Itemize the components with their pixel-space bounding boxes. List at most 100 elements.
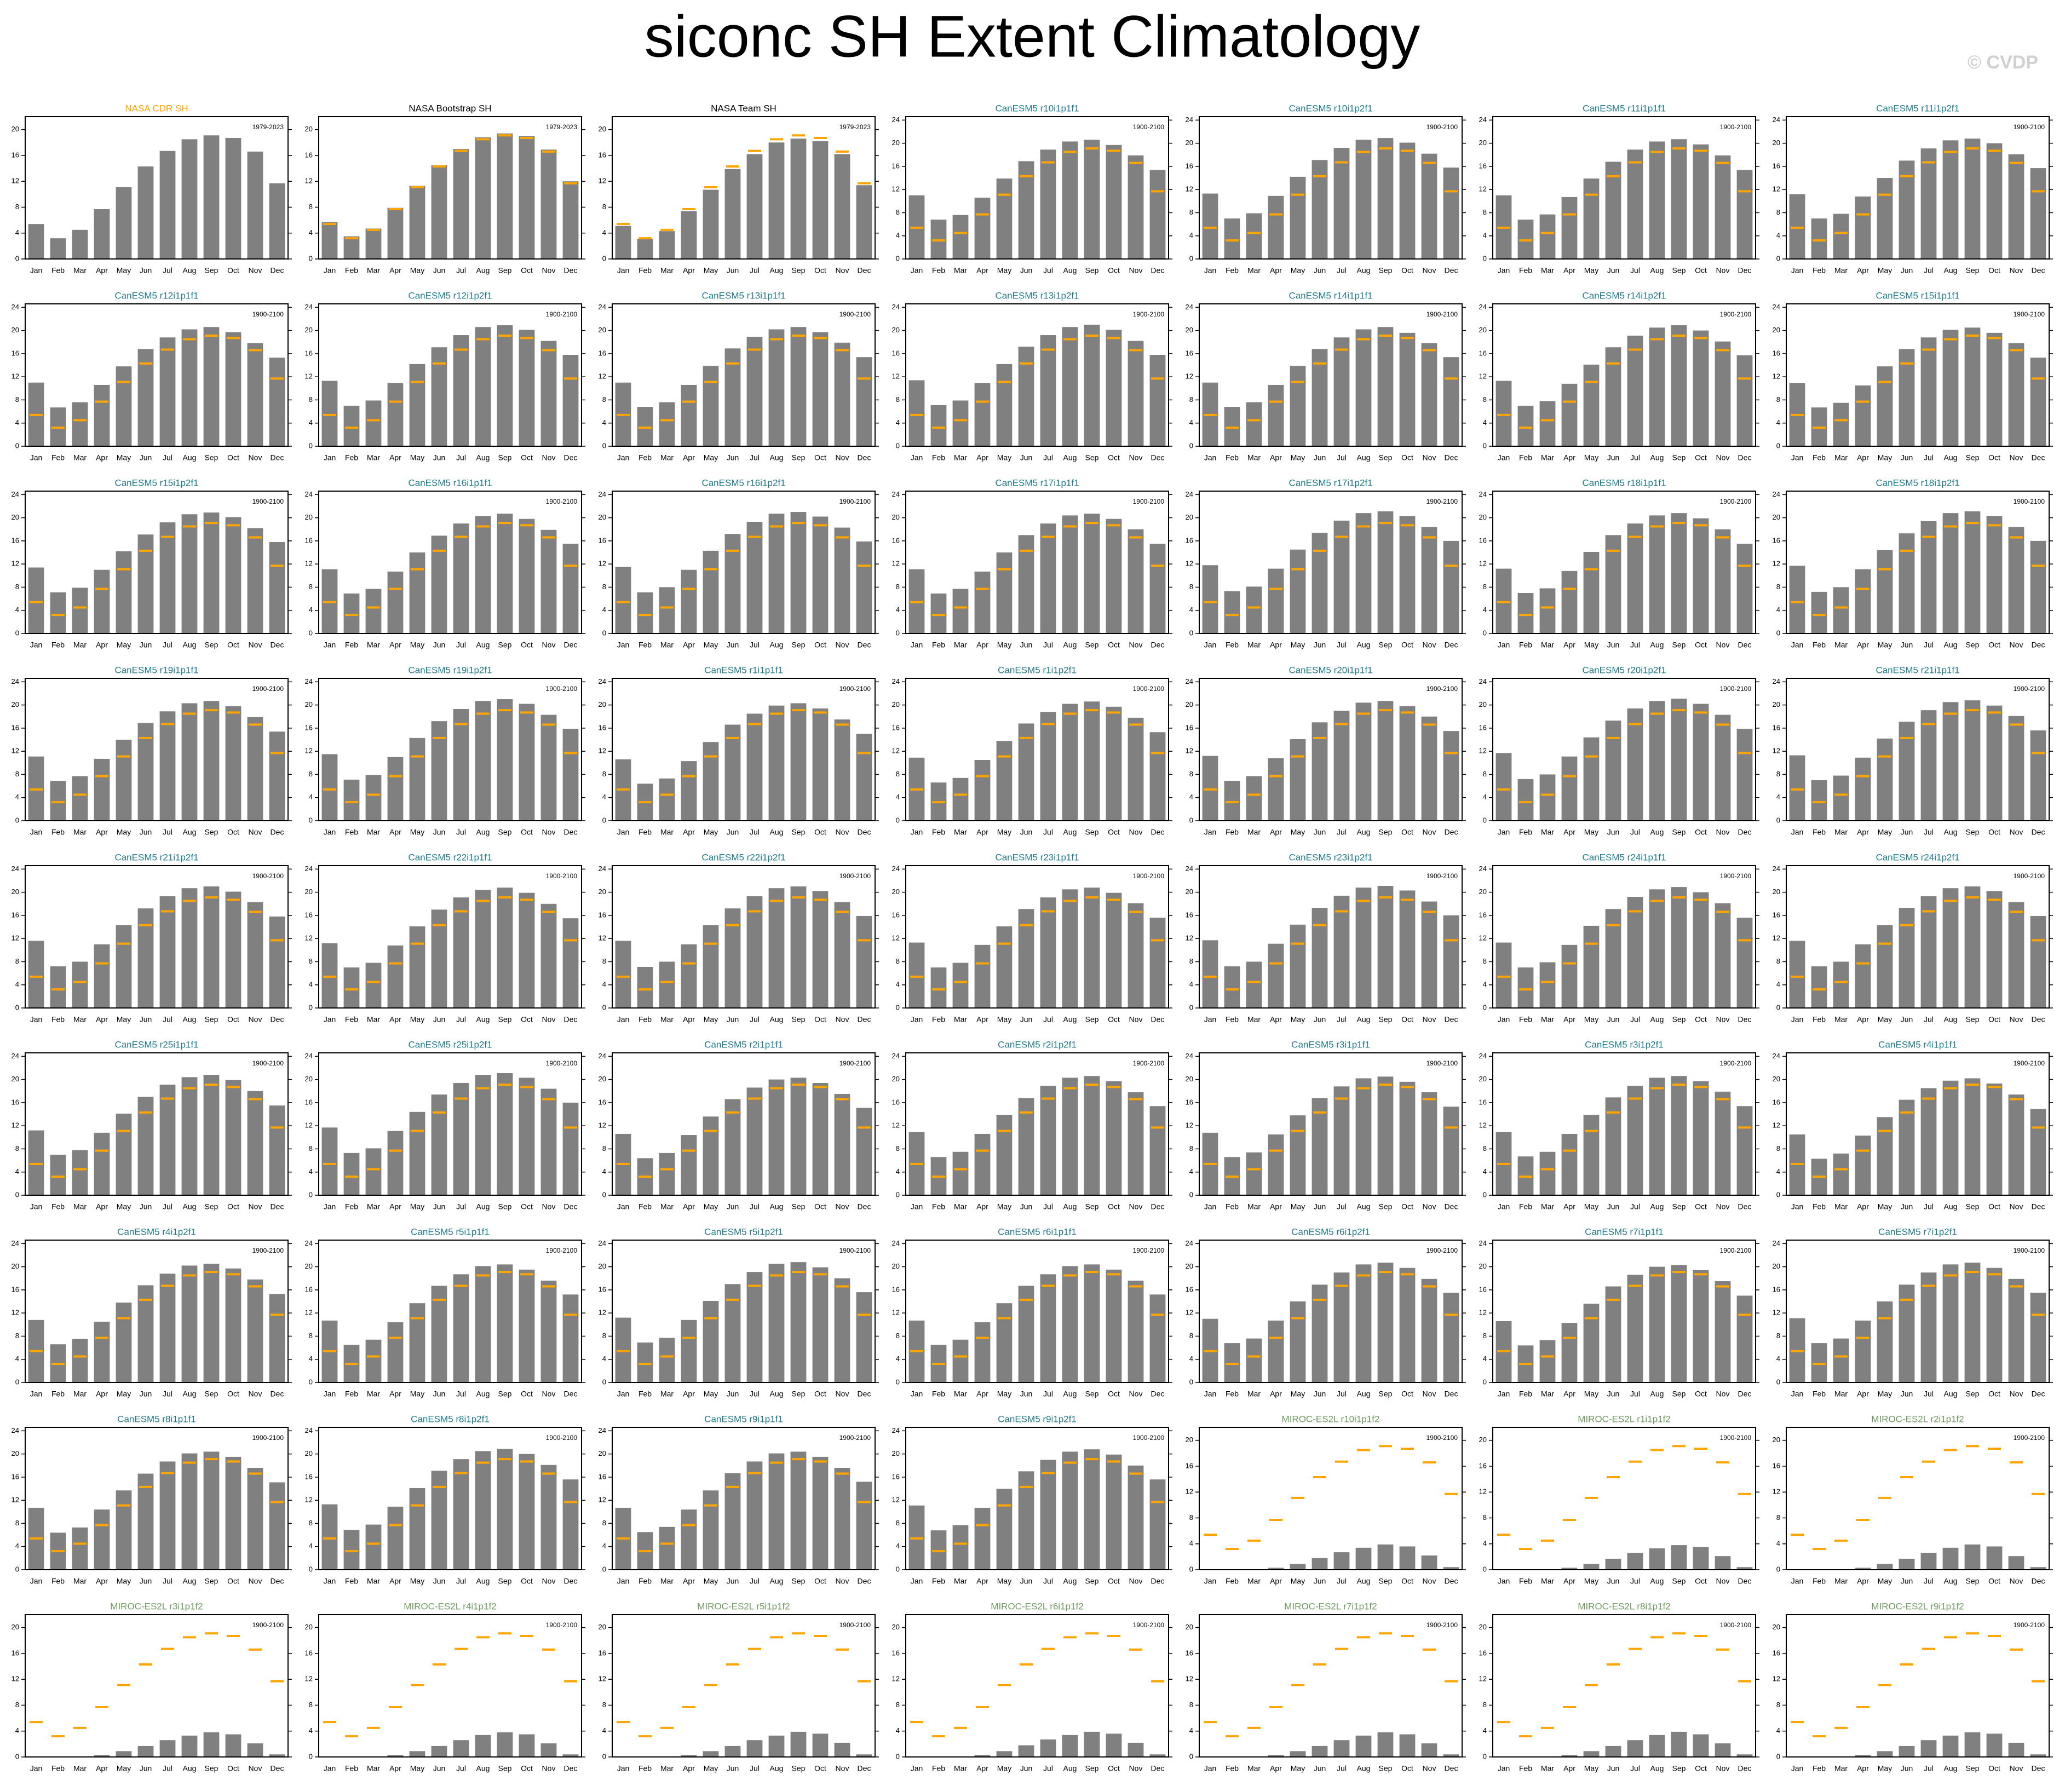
bar [746, 1740, 763, 1757]
y-tick-label: 4 [309, 606, 313, 614]
x-tick-label: Apr [1857, 1390, 1869, 1398]
y-tick-label: 20 [892, 1075, 900, 1083]
bar [1040, 523, 1056, 633]
bar [703, 1490, 719, 1570]
x-tick-label: Jun [140, 1577, 152, 1586]
x-tick-label: Nov [542, 1764, 556, 1773]
x-tick-label: Mar [367, 828, 380, 837]
bar [1986, 705, 2003, 821]
x-tick-label: Aug [1357, 641, 1371, 649]
bar [343, 967, 360, 1008]
x-tick-label: Sep [498, 1764, 512, 1773]
bar [974, 197, 991, 259]
x-tick-label: Apr [96, 1577, 108, 1586]
bar [1877, 178, 1893, 259]
period-label: 1900-2100 [1133, 1621, 1165, 1629]
x-tick-label: Aug [1944, 1764, 1958, 1773]
bar [1649, 327, 1665, 446]
x-tick-label: Jan [1498, 1390, 1510, 1398]
bar [1649, 1266, 1665, 1382]
x-tick-label: May [997, 1015, 1011, 1024]
x-tick-label: Jul [750, 828, 760, 837]
bar [1149, 1479, 1166, 1570]
x-tick-label: Oct [521, 1202, 533, 1211]
y-tick-label: 12 [11, 372, 19, 381]
y-tick-label: 0 [1776, 629, 1780, 637]
bar [746, 337, 763, 446]
plot-frame [612, 1240, 876, 1383]
bar [1333, 148, 1350, 259]
y-tick-label: 0 [1189, 441, 1193, 450]
bar [1649, 889, 1665, 1008]
bar [365, 228, 382, 259]
bar [1084, 1264, 1100, 1382]
x-tick-label: Sep [1085, 828, 1099, 837]
bar [321, 754, 338, 821]
x-tick-label: Dec [271, 1764, 284, 1773]
bar [1942, 513, 1959, 633]
x-tick-label: Sep [1966, 1202, 1980, 1211]
bar [1899, 722, 1915, 821]
bar [1736, 355, 1753, 446]
x-tick-label: Jun [1020, 641, 1033, 649]
x-tick-label: Jul [456, 453, 466, 462]
bar [1539, 401, 1556, 446]
x-tick-label: Aug [770, 1764, 784, 1773]
bar [1421, 1555, 1437, 1570]
y-tick-label: 24 [892, 677, 900, 685]
x-tick-label: May [117, 453, 131, 462]
y-tick-label: 4 [1483, 1167, 1487, 1176]
y-tick-label: 12 [11, 1496, 19, 1504]
bar [637, 407, 653, 446]
bar [1693, 330, 1709, 446]
y-tick-label: 16 [305, 1285, 313, 1293]
plot-frame [318, 1614, 582, 1758]
plot-frame [905, 1052, 1169, 1196]
x-tick-label: Oct [814, 641, 826, 649]
y-tick-label: 20 [1479, 1075, 1487, 1083]
y-tick-label: 12 [305, 372, 313, 381]
panel-title: CanESM5 r5i1p1f1 [411, 1226, 490, 1237]
bar [952, 1151, 969, 1195]
y-tick-label: 12 [1479, 1309, 1487, 1317]
y-tick-label: 20 [11, 513, 19, 521]
x-tick-label: Jan [1791, 266, 1804, 275]
bar [768, 329, 785, 446]
panel-title: CanESM5 r22i1p1f1 [408, 852, 492, 862]
bar [1986, 891, 2003, 1008]
bar [540, 529, 557, 633]
bar [996, 364, 1013, 446]
bar [856, 915, 872, 1008]
x-tick-label: Nov [1129, 1764, 1143, 1773]
bar [1811, 780, 1827, 821]
x-tick-label: Jul [163, 266, 172, 275]
x-tick-label: Jul [750, 453, 760, 462]
bar [269, 731, 285, 821]
bar [1421, 1743, 1437, 1757]
bar [28, 1130, 44, 1195]
x-tick-label: Oct [1108, 266, 1120, 275]
x-tick-label: Oct [1401, 1015, 1413, 1024]
bar [116, 366, 132, 446]
bar [930, 967, 947, 1008]
y-tick-label: 20 [305, 1623, 313, 1631]
x-tick-label: Feb [1813, 1764, 1826, 1773]
plot-frame [1786, 1052, 2050, 1196]
bar [615, 567, 631, 633]
bar [1268, 1568, 1284, 1570]
bar [1128, 341, 1144, 446]
bar [952, 777, 969, 821]
y-tick-label: 24 [1773, 1052, 1780, 1060]
y-tick-label: 20 [305, 1262, 313, 1270]
y-tick-label: 8 [1189, 583, 1193, 591]
bar [952, 400, 969, 446]
bar [1018, 909, 1034, 1008]
y-tick-label: 24 [1479, 490, 1487, 498]
y-tick-label: 8 [602, 957, 606, 965]
bar [1084, 514, 1100, 633]
x-tick-label: Sep [1379, 1390, 1393, 1398]
y-tick-label: 8 [896, 1701, 900, 1709]
bar [2030, 915, 2046, 1008]
bar [1715, 155, 1731, 259]
bar [1811, 591, 1827, 633]
